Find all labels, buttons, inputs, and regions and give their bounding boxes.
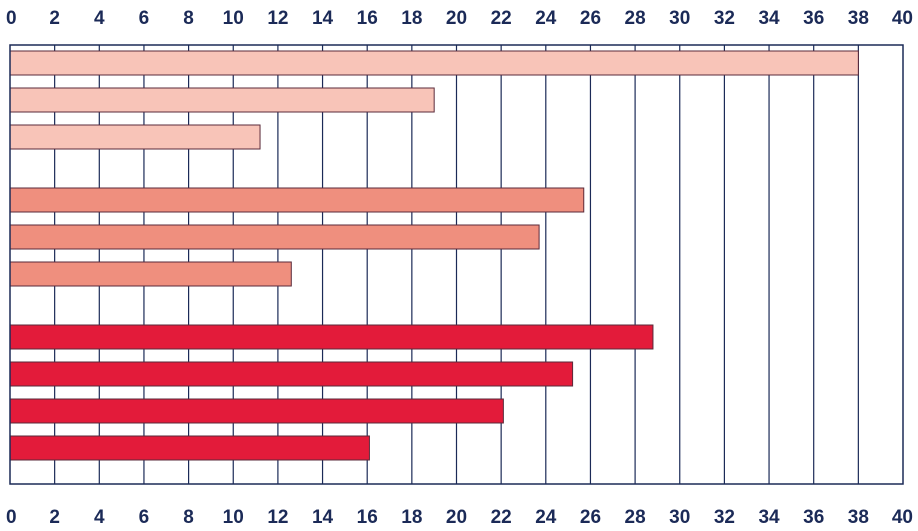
top-tick-label-8: 8 — [183, 8, 194, 29]
bottom-tick-label-34: 34 — [758, 507, 780, 528]
top-tick-label-0: 0 — [6, 8, 17, 29]
bottom-tick-label-8: 8 — [183, 507, 194, 528]
grid — [54, 45, 859, 484]
top-tick-label-10: 10 — [223, 8, 244, 29]
bottom-tick-label-30: 30 — [669, 507, 690, 528]
bar-group2-bar1 — [9, 187, 585, 213]
top-tick-label-38: 38 — [848, 8, 869, 29]
bar-group1-bar2 — [9, 87, 435, 113]
bottom-tick-label-28: 28 — [625, 507, 646, 528]
bar-group3-bar4 — [9, 435, 370, 461]
top-tick-label-36: 36 — [803, 8, 824, 29]
top-tick-label-30: 30 — [669, 8, 690, 29]
bottom-tick-label-32: 32 — [714, 507, 735, 528]
plot-frame — [9, 44, 904, 485]
bottom-tick-label-20: 20 — [446, 507, 467, 528]
top-tick-label-22: 22 — [491, 8, 512, 29]
top-tick-label-18: 18 — [401, 8, 422, 29]
top-tick-label-28: 28 — [625, 8, 646, 29]
top-tick-label-12: 12 — [267, 8, 288, 29]
bottom-tick-label-22: 22 — [491, 507, 512, 528]
bottom-tick-label-14: 14 — [312, 507, 334, 528]
bar-group2-bar2 — [9, 224, 540, 250]
top-tick-label-16: 16 — [357, 8, 378, 29]
bottom-tick-label-40: 40 — [892, 507, 913, 528]
bottom-tick-label-4: 4 — [94, 507, 105, 528]
bottom-tick-label-26: 26 — [580, 507, 601, 528]
bottom-tick-label-12: 12 — [267, 507, 288, 528]
bottom-tick-label-0: 0 — [6, 507, 17, 528]
bottom-tick-label-16: 16 — [357, 507, 378, 528]
bars — [9, 50, 859, 461]
bar-group3-bar2 — [9, 361, 574, 387]
top-tick-label-6: 6 — [139, 8, 150, 29]
top-tick-label-2: 2 — [49, 8, 60, 29]
top-tick-label-26: 26 — [580, 8, 601, 29]
bottom-tick-label-36: 36 — [803, 507, 824, 528]
bottom-tick-label-24: 24 — [535, 507, 557, 528]
bottom-tick-label-2: 2 — [49, 507, 60, 528]
bottom-axis-ticks: 0 2 4 6 8 10 12 14 16 18 20 22 24 26 28 30 32 34 36 38 40 — [6, 507, 913, 528]
bar-group1-bar1 — [9, 50, 859, 76]
bar-group3-bar3 — [9, 398, 504, 424]
bottom-tick-label-38: 38 — [848, 507, 869, 528]
top-tick-label-34: 34 — [758, 8, 780, 29]
top-tick-label-14: 14 — [312, 8, 334, 29]
bottom-tick-label-18: 18 — [401, 507, 422, 528]
top-tick-label-40: 40 — [892, 8, 913, 29]
top-tick-label-4: 4 — [94, 8, 105, 29]
bar-group1-bar3 — [9, 124, 261, 150]
top-tick-label-24: 24 — [535, 8, 557, 29]
top-tick-label-20: 20 — [446, 8, 467, 29]
bar-group2-bar3 — [9, 261, 292, 287]
top-tick-label-32: 32 — [714, 8, 735, 29]
bottom-tick-label-10: 10 — [223, 507, 244, 528]
bottom-tick-label-6: 6 — [139, 507, 150, 528]
bar-group3-bar1 — [9, 324, 654, 350]
top-axis-ticks: 0 2 4 6 8 10 12 14 16 18 20 22 24 26 28 30 32 34 36 38 40 — [6, 8, 913, 29]
